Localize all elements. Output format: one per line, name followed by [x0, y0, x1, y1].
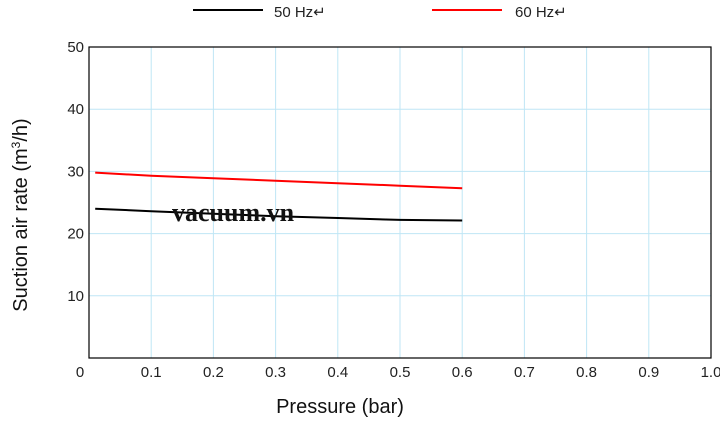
y-tick-label: 50	[67, 39, 84, 56]
x-tick-label: 1.0	[701, 364, 720, 381]
series-line-50hz	[95, 207, 463, 222]
x-tick-label: 0.9	[638, 364, 659, 381]
x-tick-label: 0.6	[452, 364, 473, 381]
y-tick-label: 30	[67, 163, 84, 180]
y-tick-label: 40	[67, 101, 84, 118]
y-tick-label: 10	[67, 288, 84, 305]
x-tick-label: 0	[76, 364, 84, 381]
y-axis-label: Suction air rate (m3/h)	[9, 118, 32, 311]
y-axis-label-main: Suction air rate (m	[10, 148, 32, 311]
plot-area	[88, 46, 712, 359]
x-tick-label: 0.5	[390, 364, 411, 381]
series-line-60hz	[95, 171, 463, 190]
x-tick-label: 0.8	[576, 364, 597, 381]
legend: 50 Hz↵ 60 Hz↵	[193, 4, 567, 21]
x-axis-label: Pressure (bar)	[276, 396, 404, 418]
watermark-text: vacuum.vn	[172, 198, 295, 227]
legend-label: 50 Hz↵	[274, 4, 326, 21]
x-tick-label: 0.7	[514, 364, 535, 381]
y-axis-label-tail: /h)	[10, 118, 32, 141]
x-tick-label: 0.2	[203, 364, 224, 381]
y-axis-ticks: 10 20 30 40 50	[67, 39, 84, 305]
y-axis-label-superscript: 3	[9, 141, 23, 148]
series-layer	[95, 171, 463, 222]
x-tick-label: 0.4	[327, 364, 348, 381]
x-tick-label: 0.1	[141, 364, 162, 381]
x-tick-label: 0.3	[265, 364, 286, 381]
plot-frame	[88, 46, 712, 359]
legend-label: 60 Hz↵	[515, 4, 567, 21]
x-axis-ticks: 0 0.1 0.2 0.3 0.4 0.5 0.6 0.7 0.8 0.9 1.0	[76, 364, 720, 381]
grid-lines	[89, 47, 711, 358]
y-tick-label: 20	[67, 226, 84, 243]
